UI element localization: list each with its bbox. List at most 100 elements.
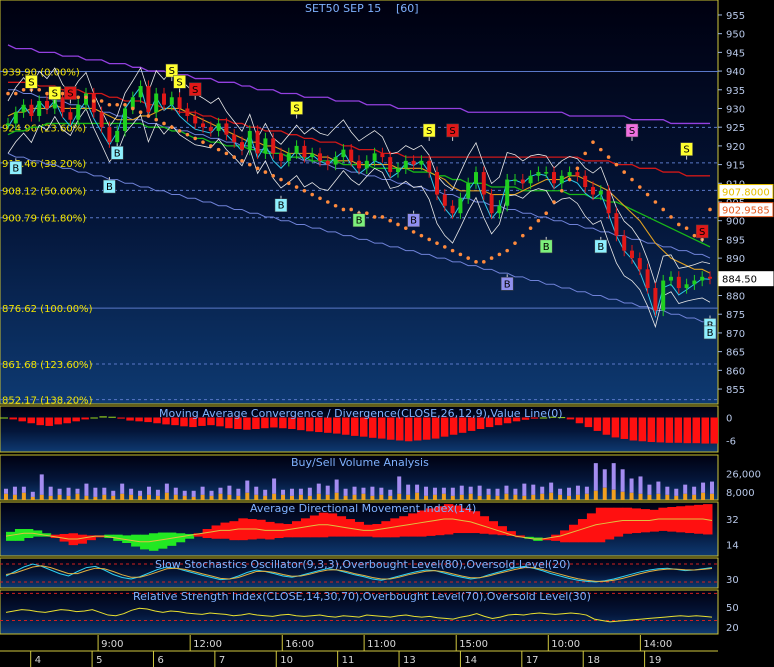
directional-spread-area bbox=[14, 529, 25, 541]
parabolic-sar-dot bbox=[677, 222, 681, 227]
sell-volume-bar bbox=[549, 482, 554, 493]
sell-signal-marker[interactable] bbox=[64, 86, 77, 100]
sell-volume-bar bbox=[361, 487, 366, 494]
stochastic-d-line bbox=[5, 565, 713, 582]
candle-body bbox=[68, 112, 73, 120]
macd-histogram-bar bbox=[342, 417, 350, 435]
buy-signal-marker[interactable] bbox=[9, 161, 23, 175]
directional-spread-area bbox=[542, 538, 552, 541]
macd-histogram-bar bbox=[99, 416, 107, 418]
macd-histogram-bar bbox=[665, 417, 674, 443]
buy-signal-marker[interactable] bbox=[407, 213, 420, 227]
candle-body bbox=[567, 172, 572, 176]
parabolic-sar-dot bbox=[419, 233, 424, 238]
buy-signal-marker[interactable] bbox=[500, 277, 514, 291]
sell-signal-marker[interactable] bbox=[422, 123, 436, 138]
sell-signal-marker[interactable] bbox=[625, 123, 639, 138]
directional-spread-area bbox=[551, 534, 561, 541]
macd-histogram-bar bbox=[611, 417, 620, 438]
directional-spread-area bbox=[6, 531, 16, 541]
sell-signal-marker[interactable] bbox=[173, 75, 186, 89]
candle-body bbox=[177, 97, 182, 109]
buy-signal-marker[interactable] bbox=[274, 198, 288, 212]
price-tick-label: 925 bbox=[726, 123, 745, 134]
directional-spread-area bbox=[595, 507, 606, 543]
macd-histogram-bar bbox=[252, 417, 260, 429]
candle-body bbox=[240, 142, 244, 150]
sell-volume-bar bbox=[450, 487, 455, 496]
buy-signal-marker[interactable] bbox=[539, 239, 553, 254]
parabolic-sar-dot bbox=[76, 95, 80, 100]
macd-histogram-bar bbox=[674, 417, 683, 443]
price-tick-label: 945 bbox=[726, 48, 745, 59]
sell-volume-bar bbox=[209, 490, 214, 496]
buy-volume-bar bbox=[343, 495, 348, 500]
sell-volume-bar bbox=[102, 487, 107, 495]
parabolic-sar-dot bbox=[209, 144, 213, 148]
mid-moving-average-line bbox=[8, 81, 710, 177]
price-tick-label: 950 bbox=[726, 30, 745, 41]
buy-volume-bar bbox=[468, 493, 473, 500]
buy-volume-bar bbox=[432, 494, 437, 500]
signal-label: S bbox=[683, 145, 689, 156]
sell-signal-marker[interactable] bbox=[446, 123, 459, 138]
time-tick-label: 10:00 bbox=[551, 639, 580, 650]
buy-signal-marker[interactable] bbox=[703, 325, 717, 340]
parabolic-sar-dot bbox=[388, 218, 393, 223]
sell-volume-bar bbox=[218, 487, 223, 494]
price-tick-label: 930 bbox=[726, 104, 745, 115]
buy-volume-bar bbox=[316, 493, 321, 500]
parabolic-sar-dot bbox=[201, 140, 205, 144]
directional-spread-area bbox=[560, 530, 570, 543]
buy-volume-bar bbox=[388, 495, 393, 500]
sell-signal-marker[interactable] bbox=[165, 63, 179, 78]
parabolic-sar-dot bbox=[528, 226, 533, 230]
directional-spread-area bbox=[175, 533, 186, 543]
parabolic-sar-dot bbox=[349, 207, 354, 212]
parabolic-sar-dot bbox=[669, 215, 673, 219]
sell-signal-marker[interactable] bbox=[188, 82, 202, 97]
macd-histogram-bar bbox=[126, 417, 134, 421]
sell-volume-bar bbox=[307, 487, 312, 496]
sell-signal-marker[interactable] bbox=[680, 142, 693, 156]
candle-body bbox=[591, 187, 595, 195]
sell-volume-bar bbox=[173, 487, 178, 495]
buy-volume-bar bbox=[665, 494, 670, 500]
sell-signal-marker[interactable] bbox=[25, 75, 38, 89]
sell-volume-bar bbox=[629, 478, 634, 493]
signal-label: B bbox=[707, 328, 714, 339]
macd-histogram-bar bbox=[647, 417, 656, 443]
macd-histogram-bar bbox=[548, 416, 557, 418]
macd-histogram-bar bbox=[315, 417, 323, 433]
parabolic-sar-dot bbox=[638, 185, 642, 189]
sell-signal-marker[interactable] bbox=[695, 224, 709, 239]
sell-signal-marker[interactable] bbox=[290, 101, 303, 115]
directional-spread-area bbox=[479, 516, 490, 534]
parabolic-sar-dot bbox=[263, 170, 268, 174]
macd-histogram-bar bbox=[90, 417, 98, 419]
macd-title: Moving Average Convergence / Divergence(… bbox=[159, 407, 563, 420]
macd-histogram-bar bbox=[440, 417, 449, 437]
sell-signal-marker[interactable] bbox=[48, 86, 62, 100]
parabolic-sar-dot bbox=[544, 211, 548, 216]
day-tick-label: 4 bbox=[35, 655, 41, 666]
price-tick-label: 870 bbox=[726, 329, 745, 340]
parabolic-sar-dot bbox=[14, 91, 18, 96]
parabolic-sar-dot bbox=[138, 110, 143, 115]
directional-spread-area bbox=[399, 516, 409, 537]
buy-volume-bar bbox=[710, 493, 714, 500]
buy-signal-marker[interactable] bbox=[103, 179, 116, 194]
parabolic-sar-dot bbox=[365, 211, 369, 216]
long-moving-average-line bbox=[7, 44, 710, 125]
sell-volume-bar bbox=[638, 476, 643, 494]
buy-signal-marker[interactable] bbox=[110, 146, 124, 160]
sell-volume-bar bbox=[611, 463, 616, 490]
buy-signal-marker[interactable] bbox=[594, 239, 608, 254]
buy-signal-marker[interactable] bbox=[352, 213, 366, 227]
buy-volume-bar bbox=[102, 494, 107, 500]
macd-histogram-bar bbox=[18, 417, 26, 422]
parabolic-sar-dot bbox=[606, 155, 611, 159]
parabolic-sar-dot bbox=[443, 245, 447, 249]
candle-body bbox=[201, 123, 205, 128]
buy-volume-bar bbox=[66, 495, 71, 500]
